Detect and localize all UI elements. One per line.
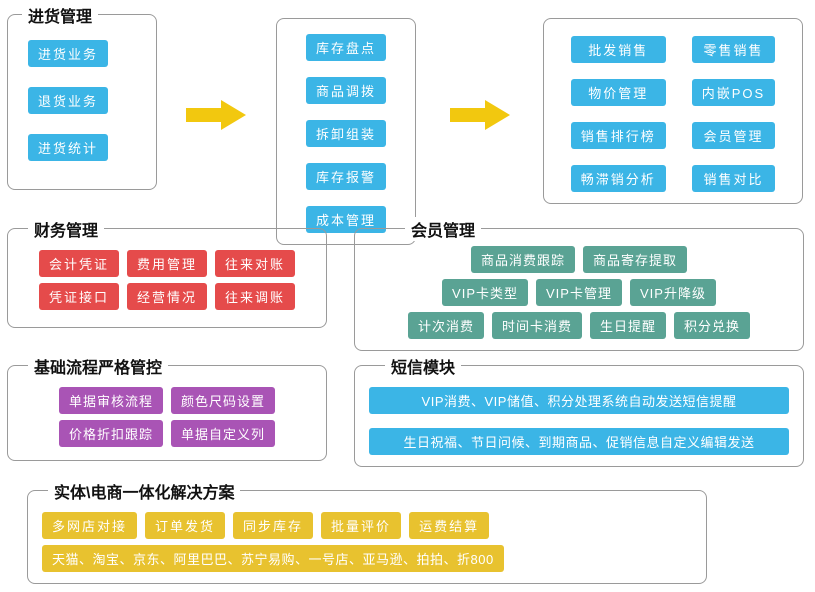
pill-item: 往来调账: [215, 283, 295, 310]
title-process: 基础流程严格管控: [28, 354, 168, 378]
pill-item: 销售对比: [692, 165, 775, 192]
pill-item: 零售销售: [692, 36, 775, 63]
pill-item: 往来对账: [215, 250, 295, 277]
panel-process: 基础流程严格管控 单据审核流程颜色尺码设置价格折扣跟踪单据自定义列: [7, 365, 327, 461]
pill-item: 库存盘点: [306, 34, 386, 61]
pill-item: 多网店对接: [42, 512, 137, 539]
panel-inventory: 库存盘点商品调拨拆卸组装库存报警成本管理: [276, 18, 416, 245]
pill-item: 计次消费: [408, 312, 484, 339]
pill-item: 物价管理: [571, 79, 666, 106]
title-sms: 短信模块: [385, 354, 461, 378]
pill-item: 价格折扣跟踪: [59, 420, 163, 447]
pill-item: VIP消费、VIP储值、积分处理系统自动发送短信提醒: [369, 387, 789, 414]
arrow-icon: [186, 100, 246, 130]
pill-item: 会计凭证: [39, 250, 119, 277]
title-member: 会员管理: [405, 217, 481, 241]
pill-item: 商品消费跟踪: [471, 246, 575, 273]
pill-item: 单据审核流程: [59, 387, 163, 414]
pill-item: 生日祝福、节日问候、到期商品、促销信息自定义编辑发送: [369, 428, 789, 455]
pill-item: 颜色尺码设置: [171, 387, 275, 414]
pill-item: 费用管理: [127, 250, 207, 277]
pill-item: 同步库存: [233, 512, 313, 539]
panel-ecommerce: 实体\电商一体化解决方案 多网店对接订单发货同步库存批量评价运费结算天猫、淘宝、…: [27, 490, 707, 584]
pill-item: 畅滞销分析: [571, 165, 666, 192]
title-ecommerce: 实体\电商一体化解决方案: [48, 479, 240, 503]
pill-item: 生日提醒: [590, 312, 666, 339]
panel-sales: 批发销售零售销售物价管理内嵌POS 销售排行榜会员管理畅滞销分析销售对比: [543, 18, 803, 204]
panel-purchase: 进货管理 进货业务退货业务进货统计: [7, 14, 157, 190]
pill-item: VIP升降级: [630, 279, 716, 306]
pill-item: 库存报警: [306, 163, 386, 190]
pill-item: 进货业务: [28, 40, 108, 67]
pill-item: 批发销售: [571, 36, 666, 63]
pill-item: 单据自定义列: [171, 420, 275, 447]
pill-item: 商品寄存提取: [583, 246, 687, 273]
title-finance: 财务管理: [28, 217, 104, 241]
title-purchase: 进货管理: [22, 3, 98, 27]
pill-item: VIP卡类型: [442, 279, 528, 306]
pill-item: 积分兑换: [674, 312, 750, 339]
pill-item: 退货业务: [28, 87, 108, 114]
pill-item: 运费结算: [409, 512, 489, 539]
pill-item: VIP卡管理: [536, 279, 622, 306]
pill-item: 批量评价: [321, 512, 401, 539]
pill-item: 经营情况: [127, 283, 207, 310]
pill-item: 进货统计: [28, 134, 108, 161]
pill-item: 拆卸组装: [306, 120, 386, 147]
pill-item: 天猫、淘宝、京东、阿里巴巴、苏宁易购、一号店、亚马逊、拍拍、折800: [42, 545, 504, 572]
panel-sms: 短信模块 VIP消费、VIP储值、积分处理系统自动发送短信提醒生日祝福、节日问候…: [354, 365, 804, 467]
pill-item: 销售排行榜: [571, 122, 666, 149]
pill-item: 时间卡消费: [492, 312, 582, 339]
arrow-icon: [450, 100, 510, 130]
panel-member: 会员管理 商品消费跟踪商品寄存提取VIP卡类型VIP卡管理VIP升降级计次消费时…: [354, 228, 804, 351]
panel-finance: 财务管理 会计凭证费用管理往来对账凭证接口经营情况往来调账: [7, 228, 327, 328]
pill-item: 内嵌POS: [692, 79, 775, 106]
pill-item: 商品调拨: [306, 77, 386, 104]
pill-item: 会员管理: [692, 122, 775, 149]
pill-item: 订单发货: [145, 512, 225, 539]
pill-item: 凭证接口: [39, 283, 119, 310]
